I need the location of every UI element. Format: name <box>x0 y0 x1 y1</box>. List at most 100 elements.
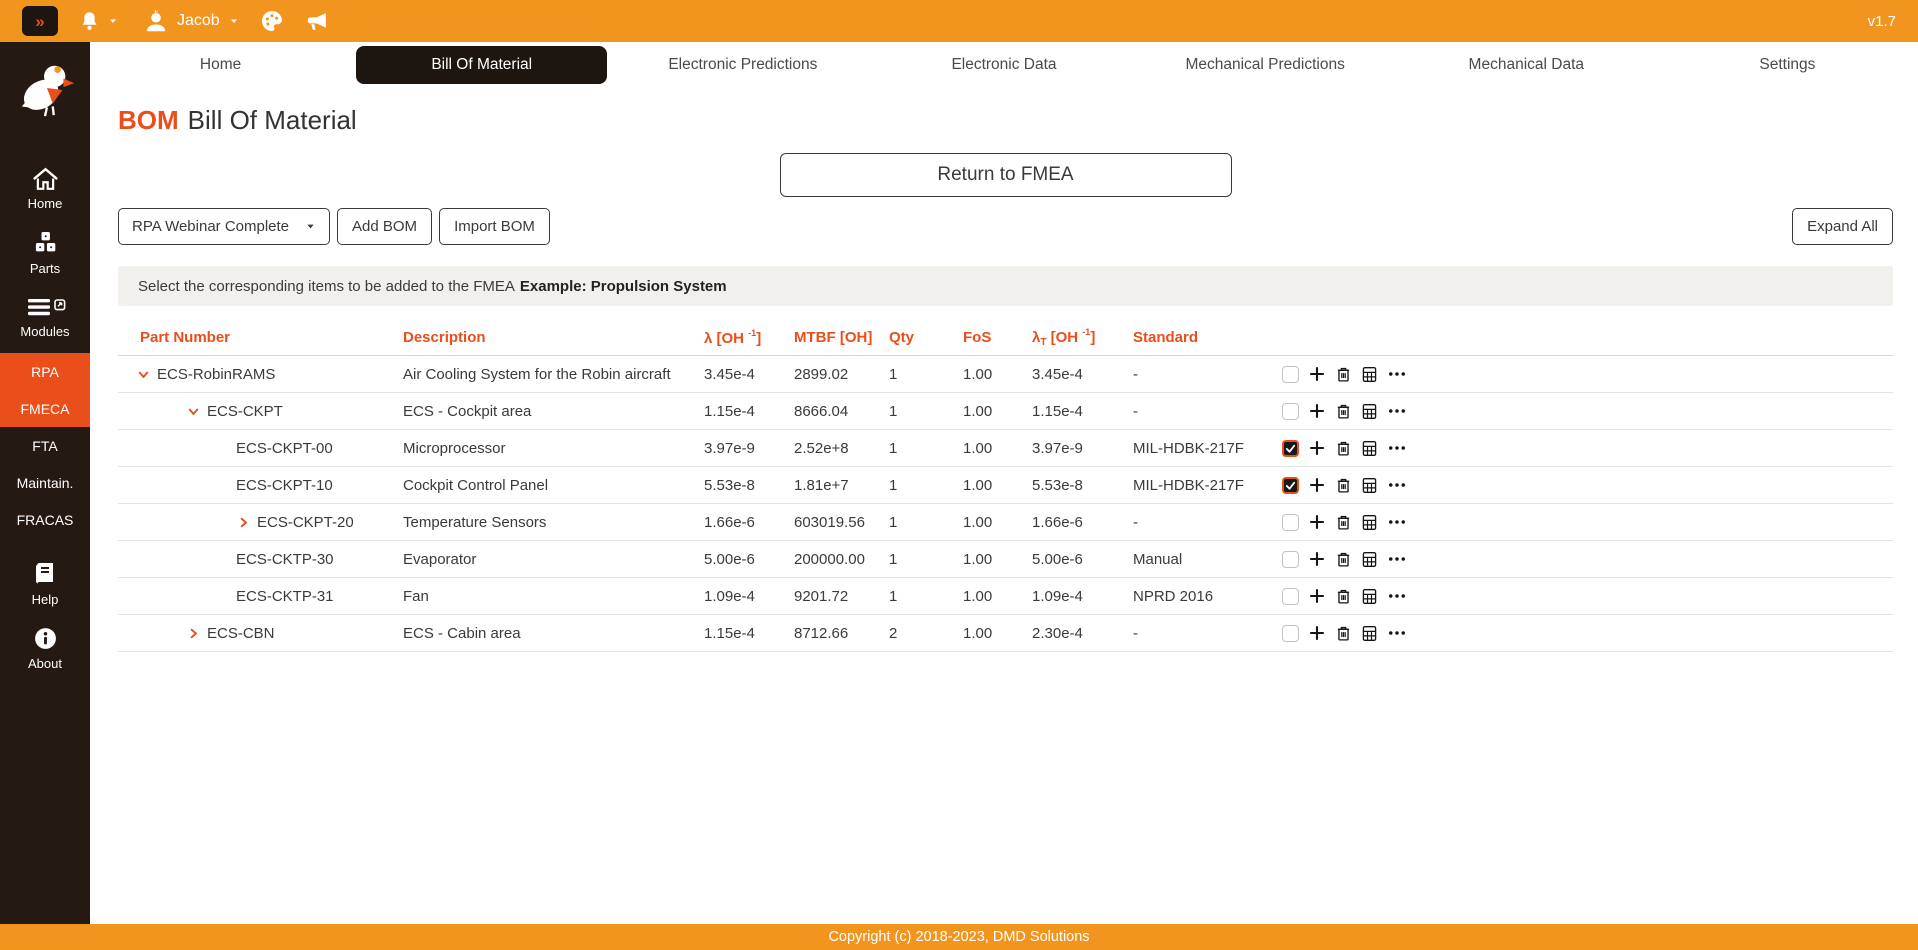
add-bom-button[interactable]: Add BOM <box>337 208 433 245</box>
delete-trash-icon[interactable] <box>1335 403 1352 420</box>
calculator-icon[interactable] <box>1361 440 1378 457</box>
tab-home[interactable]: Home <box>199 56 242 73</box>
row-checkbox[interactable] <box>1282 365 1299 383</box>
more-options-icon[interactable] <box>1387 551 1407 567</box>
row-checkbox[interactable] <box>1282 476 1299 494</box>
standard-cell: - <box>1133 624 1138 642</box>
more-options-icon[interactable] <box>1387 477 1407 493</box>
tab-settings[interactable]: Settings <box>1759 56 1816 73</box>
about-info-icon <box>34 628 56 649</box>
sidebar-module-maintain[interactable]: Maintain. <box>16 474 74 491</box>
user-name: Jacob <box>177 12 220 29</box>
tab-mechanical-data[interactable]: Mechanical Data <box>1468 56 1584 73</box>
calculator-icon[interactable] <box>1361 588 1378 605</box>
add-child-icon[interactable] <box>1308 624 1326 642</box>
add-child-icon[interactable] <box>1308 550 1326 568</box>
calculator-icon[interactable] <box>1361 403 1378 420</box>
row-checkbox[interactable] <box>1282 624 1299 642</box>
bom-select-dropdown[interactable]: RPA Webinar Complete <box>118 208 331 245</box>
user-menu[interactable]: Jacob <box>143 8 240 34</box>
add-child-icon[interactable] <box>1308 439 1326 457</box>
calculator-icon[interactable] <box>1361 551 1378 568</box>
sidebar-item-help[interactable]: Help <box>0 552 90 617</box>
chevron-down-icon[interactable] <box>136 367 151 382</box>
add-child-icon[interactable] <box>1308 365 1326 383</box>
row-checkbox[interactable] <box>1282 513 1299 531</box>
table-row: ECS-CKPT-20 Temperature Sensors 1.66e-6 603… <box>118 504 1893 541</box>
delete-trash-icon[interactable] <box>1335 514 1352 531</box>
announcements-megaphone-icon[interactable] <box>304 9 329 34</box>
sidebar-module-fracas[interactable]: FRACAS <box>16 511 74 528</box>
add-child-icon[interactable] <box>1308 513 1326 531</box>
more-options-icon[interactable] <box>1387 625 1407 641</box>
calculator-icon[interactable] <box>1361 514 1378 531</box>
row-checkbox[interactable] <box>1282 439 1299 457</box>
qty-cell: 1 <box>889 476 898 494</box>
notifications-caret-icon[interactable] <box>107 15 119 27</box>
more-options-icon[interactable] <box>1387 514 1407 530</box>
add-child-icon[interactable] <box>1308 402 1326 420</box>
tab-bill-of-material[interactable]: Bill Of Material <box>356 46 608 84</box>
delete-trash-icon[interactable] <box>1335 551 1352 568</box>
sidebar-module-rpa[interactable]: RPA <box>0 353 90 390</box>
notice-fmea-name: Example: Propulsion System <box>519 277 727 295</box>
sidebar-module-fmeca[interactable]: FMECA <box>0 390 90 427</box>
mtbf-cell: 8712.66 <box>794 624 849 642</box>
more-options-icon[interactable] <box>1387 403 1407 419</box>
notice-text: Select the corresponding items to be add… <box>138 277 515 295</box>
theme-palette-icon[interactable] <box>260 9 284 33</box>
fos-cell: 1.00 <box>963 624 993 642</box>
mtbf-cell: 200000.00 <box>794 550 865 568</box>
qty-cell: 2 <box>889 624 898 642</box>
sidebar-item-home[interactable]: Home <box>0 158 90 221</box>
fos-cell: 1.00 <box>963 402 993 420</box>
delete-trash-icon[interactable] <box>1335 625 1352 642</box>
module-tabs: Home Bill Of Material Electronic Predictio… <box>90 42 1918 88</box>
sidebar-collapse-button[interactable]: » <box>22 6 58 36</box>
chevron-right-icon[interactable] <box>186 626 201 641</box>
import-bom-button[interactable]: Import BOM <box>439 208 550 245</box>
parts-icon <box>35 232 55 252</box>
description-cell: Evaporator <box>403 550 477 568</box>
chevron-down-icon[interactable] <box>186 404 201 419</box>
add-child-icon[interactable] <box>1308 476 1326 494</box>
tab-electronic-data[interactable]: Electronic Data <box>951 56 1057 73</box>
chevron-right-icon[interactable] <box>236 515 251 530</box>
qty-cell: 1 <box>889 513 898 531</box>
part-number: ECS-CBN <box>207 624 275 642</box>
sidebar-item-about[interactable]: About <box>0 617 90 681</box>
more-options-icon[interactable] <box>1387 366 1407 382</box>
row-checkbox[interactable] <box>1282 402 1299 420</box>
calculator-icon[interactable] <box>1361 366 1378 383</box>
calculator-icon[interactable] <box>1361 625 1378 642</box>
return-to-fmea-button[interactable]: Return to FMEA <box>779 153 1232 197</box>
description-cell: Fan <box>403 587 429 605</box>
sidebar-item-modules[interactable]: Modules <box>0 286 90 349</box>
part-number: ECS-CKPT <box>207 402 283 420</box>
expand-all-button[interactable]: Expand All <box>1792 208 1893 245</box>
delete-trash-icon[interactable] <box>1335 477 1352 494</box>
add-child-icon[interactable] <box>1308 587 1326 605</box>
row-checkbox[interactable] <box>1282 550 1299 568</box>
delete-trash-icon[interactable] <box>1335 588 1352 605</box>
table-row: ECS-CKTP-30 Evaporator 5.00e-6 200000.00 1 1.… <box>118 541 1893 578</box>
more-options-icon[interactable] <box>1387 588 1407 604</box>
lambda-cell: 3.97e-9 <box>704 439 755 457</box>
sidebar-item-label: Modules <box>20 324 70 339</box>
sidebar-item-label: Home <box>27 196 63 211</box>
bom-table: Part Number Description λ [OH -1] MTBF [OH]… <box>118 320 1893 652</box>
main-area: Home Bill Of Material Electronic Predictio… <box>90 42 1918 924</box>
row-checkbox[interactable] <box>1282 587 1299 605</box>
delete-trash-icon[interactable] <box>1335 366 1352 383</box>
delete-trash-icon[interactable] <box>1335 440 1352 457</box>
calculator-icon[interactable] <box>1361 477 1378 494</box>
more-options-icon[interactable] <box>1387 440 1407 456</box>
notifications-bell-icon[interactable] <box>78 10 101 33</box>
tab-electronic-predictions[interactable]: Electronic Predictions <box>668 56 818 73</box>
fos-cell: 1.00 <box>963 550 993 568</box>
sidebar-item-parts[interactable]: Parts <box>0 221 90 286</box>
tab-mechanical-predictions[interactable]: Mechanical Predictions <box>1185 56 1345 73</box>
sidebar-module-fta[interactable]: FTA <box>32 437 58 454</box>
mtbf-cell: 2899.02 <box>794 365 849 383</box>
standard-cell: - <box>1133 402 1138 420</box>
